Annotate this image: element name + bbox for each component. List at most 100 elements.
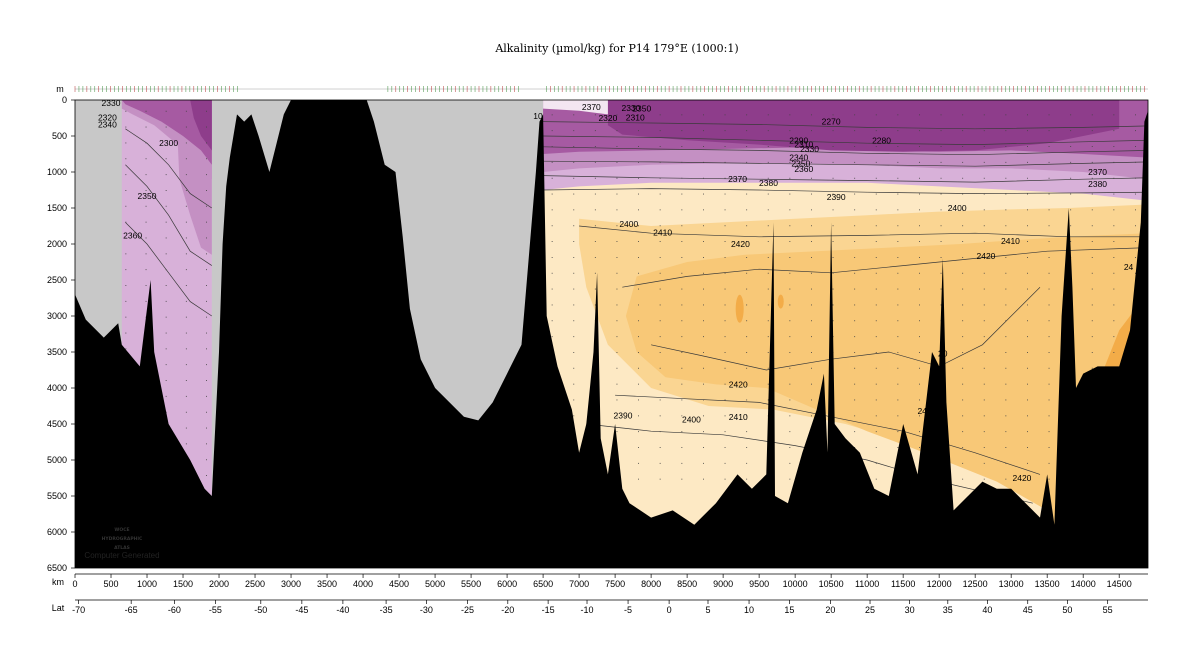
sample-dot xyxy=(875,225,877,227)
sample-dot xyxy=(703,431,704,433)
band-below-2300-south xyxy=(190,100,212,151)
lat-tick-label: -25 xyxy=(461,605,474,615)
watermark-line-2: HYDROGRAPHIC xyxy=(102,536,143,542)
sample-dot xyxy=(681,320,683,322)
sample-dot xyxy=(145,126,147,128)
sample-dot xyxy=(962,383,964,385)
sample-dot xyxy=(811,241,812,242)
sample-dot xyxy=(854,193,856,195)
sample-dot xyxy=(875,209,877,211)
sample-dot xyxy=(145,253,147,255)
sample-dot xyxy=(616,272,618,274)
sample-dot xyxy=(703,383,704,385)
sample-dot xyxy=(875,130,877,132)
sample-dot xyxy=(1005,130,1007,132)
sample-dot xyxy=(1027,288,1028,290)
sample-dot xyxy=(1048,415,1050,417)
contour-label: 2410 xyxy=(729,412,748,422)
sample-dot xyxy=(940,272,942,274)
sample-dot xyxy=(940,257,942,258)
sample-dot xyxy=(573,193,575,195)
sample-dot xyxy=(594,272,596,274)
sample-dot xyxy=(1113,193,1115,195)
sample-dot xyxy=(594,288,596,290)
sample-dot xyxy=(1027,193,1028,195)
contour-label: 2410 xyxy=(653,227,672,237)
contour-line-1 xyxy=(543,135,1148,145)
sample-dot xyxy=(681,114,683,116)
sample-dot xyxy=(724,209,726,211)
sample-dot xyxy=(897,130,899,132)
sample-dot xyxy=(185,158,187,160)
sample-dot xyxy=(206,348,207,350)
sample-dot xyxy=(919,272,920,274)
sample-dot xyxy=(594,177,596,179)
sample-dot xyxy=(125,142,127,144)
sample-dot xyxy=(1005,336,1007,338)
sample-dot xyxy=(125,300,127,302)
sample-dot xyxy=(1048,478,1050,480)
sample-dot xyxy=(983,431,985,433)
lat-tick-label: -55 xyxy=(209,605,222,615)
sample-dot xyxy=(962,304,964,306)
contour-line-5 xyxy=(543,188,1148,194)
sample-dot xyxy=(789,272,791,274)
sample-dot xyxy=(1027,352,1028,353)
sample-dot xyxy=(638,257,639,258)
sample-dot xyxy=(638,431,639,433)
sample-dot xyxy=(875,288,877,290)
sample-dot xyxy=(1091,177,1093,179)
lat-tick-label: -65 xyxy=(125,605,138,615)
sample-dot xyxy=(724,399,726,401)
sample-dot xyxy=(983,209,985,211)
sample-dot xyxy=(1113,130,1115,132)
sample-dot xyxy=(206,126,207,128)
sample-dot xyxy=(681,146,683,147)
sample-dot xyxy=(185,110,187,112)
sample-dot xyxy=(681,209,683,211)
sample-dot xyxy=(875,336,877,338)
sample-dot xyxy=(1048,383,1050,385)
sample-dot xyxy=(919,193,920,195)
sample-dot xyxy=(789,225,791,227)
depth-tick-label: 1500 xyxy=(47,203,67,213)
woce-watermark: WOCE HYDROGRAPHIC ATLAS Computer Generat… xyxy=(84,527,159,560)
sample-dot xyxy=(789,146,791,147)
sample-dot xyxy=(551,193,553,195)
sample-dot xyxy=(594,130,596,132)
sample-dot xyxy=(551,336,553,338)
sample-dot xyxy=(659,114,661,116)
sample-dot xyxy=(1113,161,1115,163)
sample-dot xyxy=(875,177,877,179)
sample-dot xyxy=(681,336,683,338)
sample-dot xyxy=(1005,288,1007,290)
sample-dot xyxy=(940,209,942,211)
depth-tick-label: 4500 xyxy=(47,419,67,429)
km-tick-label: 3000 xyxy=(281,579,301,589)
sample-dot xyxy=(854,399,856,401)
sample-dot xyxy=(1091,114,1093,116)
sample-dot xyxy=(616,304,618,306)
sample-dot xyxy=(1091,209,1093,211)
sample-dot xyxy=(206,411,207,413)
sample-dot xyxy=(789,320,791,322)
sample-dot xyxy=(1027,161,1028,163)
depth-tick-label: 6500 xyxy=(47,563,67,573)
sample-dot xyxy=(1091,320,1093,322)
sample-dot xyxy=(573,399,575,401)
sample-dot xyxy=(659,399,661,401)
contour-label: 2400 xyxy=(948,203,967,213)
sample-dot xyxy=(724,177,726,179)
contour-label: 2280 xyxy=(872,135,891,145)
sample-dot xyxy=(206,427,207,429)
sample-dot xyxy=(681,304,683,306)
sample-dot xyxy=(616,130,618,132)
sample-dot xyxy=(703,399,704,401)
km-tick-label: 13000 xyxy=(999,579,1024,589)
km-tick-label: 8500 xyxy=(677,579,697,589)
sample-dot xyxy=(854,447,856,448)
sample-dot xyxy=(724,383,726,385)
depth-tick-label: 2000 xyxy=(47,239,67,249)
sample-dot xyxy=(1048,320,1050,322)
contour-line-3 xyxy=(543,160,1148,167)
